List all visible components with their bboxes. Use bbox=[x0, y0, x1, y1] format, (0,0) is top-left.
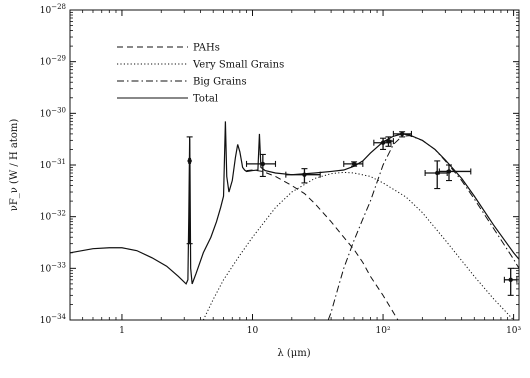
data-marker bbox=[302, 172, 307, 177]
legend-label: Total bbox=[193, 94, 218, 105]
data-point bbox=[285, 168, 321, 184]
x-tick-label: 1 bbox=[119, 326, 125, 336]
x-axis-title: λ (μm) bbox=[277, 348, 310, 359]
data-point bbox=[343, 160, 364, 167]
y-tick-label: 10−28 bbox=[40, 3, 66, 16]
y-tick-label: 10−34 bbox=[40, 313, 67, 326]
series-total bbox=[69, 121, 520, 285]
legend-label: Big Grains bbox=[193, 77, 247, 88]
y-tick-label: 10−31 bbox=[40, 158, 66, 171]
observation-points bbox=[186, 130, 518, 296]
data-marker bbox=[399, 131, 405, 137]
data-marker bbox=[351, 161, 357, 167]
data-marker bbox=[446, 169, 452, 174]
data-point bbox=[424, 160, 448, 190]
y-axis-title: νF_ν (W / H atom) bbox=[9, 119, 20, 212]
data-point bbox=[186, 136, 193, 245]
data-marker bbox=[435, 170, 440, 176]
x-tick-label: 10² bbox=[376, 326, 391, 336]
x-tick-label: 10³ bbox=[506, 326, 521, 336]
x-axis-ticks: 1 10 10² 10³ bbox=[69, 10, 522, 336]
y-tick-label: 10−32 bbox=[40, 210, 66, 223]
data-marker bbox=[260, 161, 266, 167]
data-marker bbox=[508, 277, 513, 282]
data-marker bbox=[187, 158, 192, 164]
data-point bbox=[382, 136, 394, 147]
data-marker bbox=[386, 138, 391, 144]
y-tick-label: 10−29 bbox=[40, 55, 66, 68]
data-point bbox=[503, 267, 518, 296]
y-tick-label: 10−33 bbox=[40, 261, 66, 274]
legend-label: PAHs bbox=[193, 43, 220, 54]
legend: PAHs Very Small Grains Big Grains Total bbox=[117, 43, 284, 105]
y-tick-label: 10−30 bbox=[40, 106, 66, 119]
data-point bbox=[392, 130, 412, 138]
series-pahs bbox=[246, 169, 399, 321]
series-very-small-grains bbox=[202, 171, 514, 321]
data-point bbox=[438, 164, 472, 182]
data-point bbox=[245, 153, 277, 178]
x-tick-label: 10 bbox=[247, 326, 259, 336]
model-curves bbox=[69, 121, 520, 321]
legend-label: Very Small Grains bbox=[192, 60, 284, 71]
